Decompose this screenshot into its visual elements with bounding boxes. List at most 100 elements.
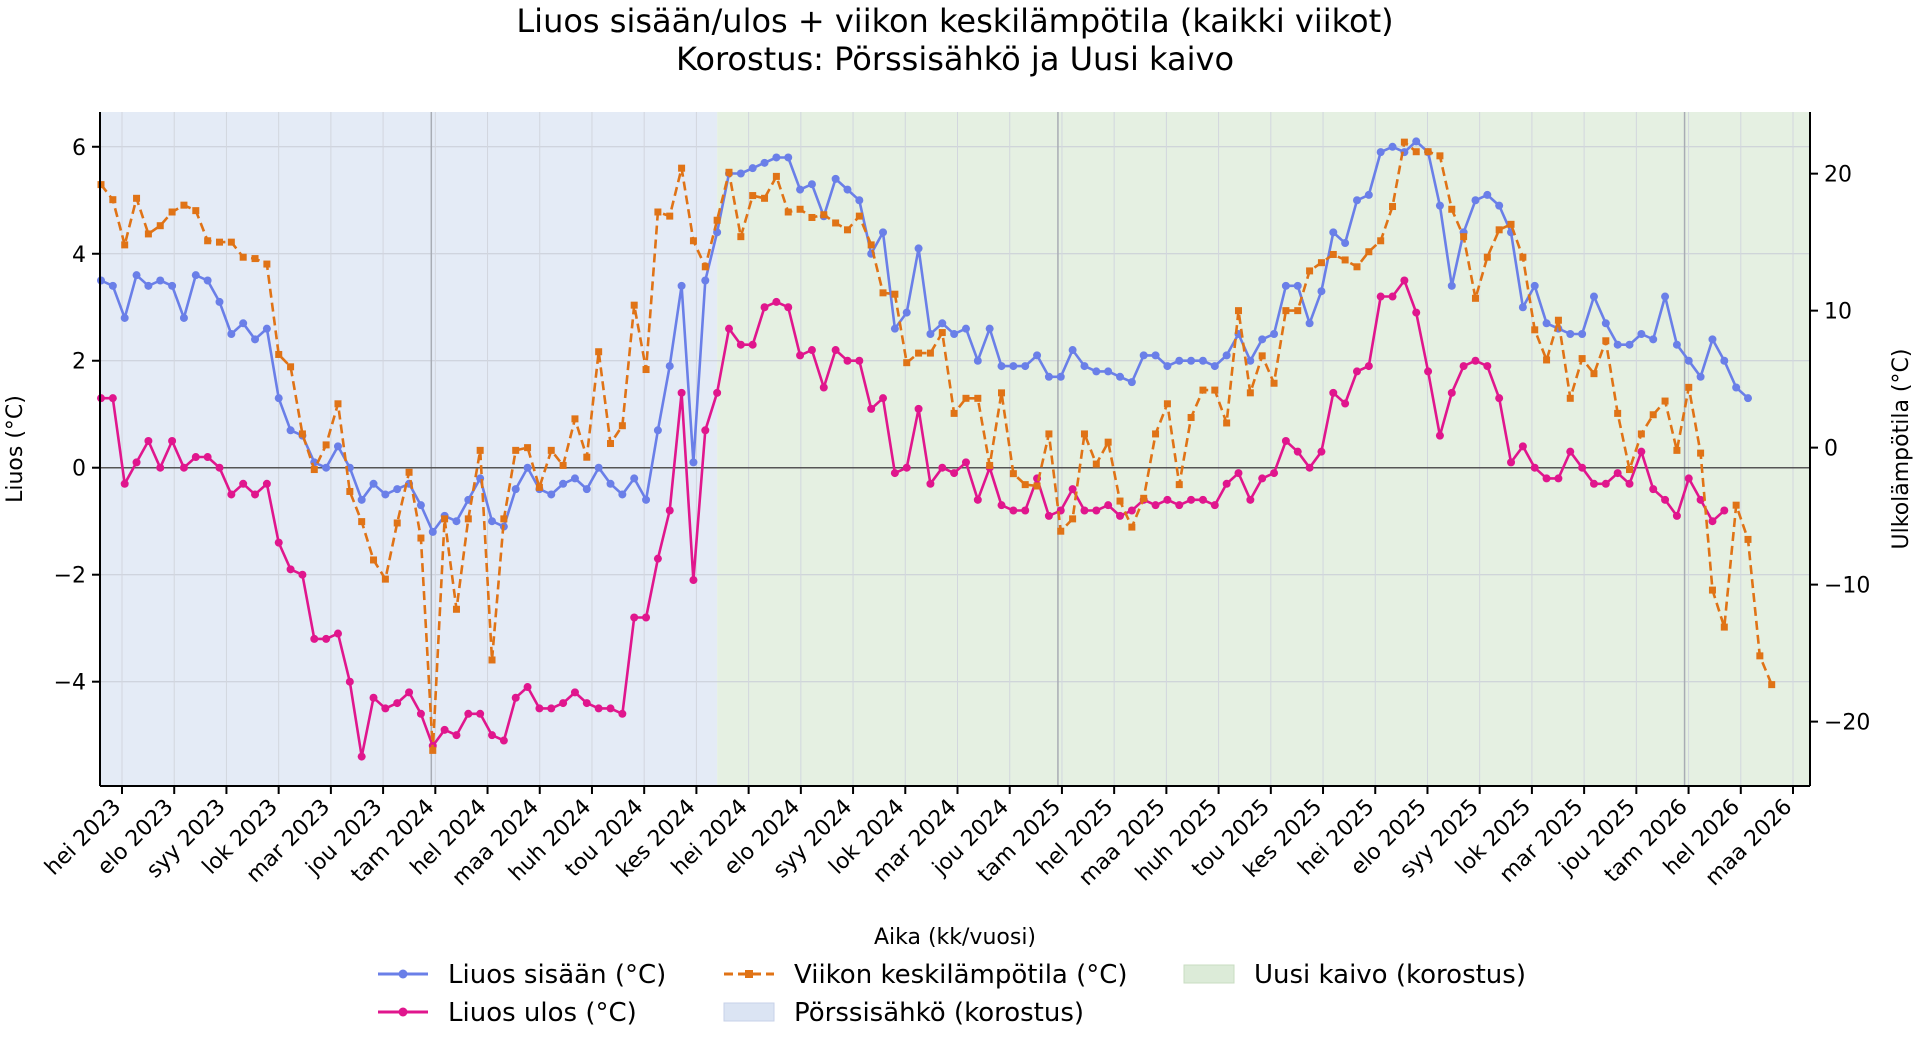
data-point — [1009, 362, 1018, 371]
data-point — [1744, 394, 1752, 403]
data-point — [677, 281, 686, 290]
data-point — [559, 461, 567, 469]
data-point — [1696, 495, 1705, 504]
left-tick-label: 2 — [72, 350, 86, 375]
data-point — [1187, 495, 1196, 504]
data-point — [1708, 335, 1717, 344]
right-tick-label: −20 — [1824, 711, 1870, 736]
data-point — [760, 158, 769, 167]
data-point — [488, 517, 497, 526]
data-point — [286, 565, 295, 574]
data-point — [416, 709, 425, 718]
legend-item-viikon-keskilampotila: Viikon keskilämpötila (°C) — [724, 960, 1128, 990]
legend-label-liuos-sisaan: Liuos sisään (°C) — [448, 960, 666, 990]
data-point — [1352, 196, 1361, 205]
legend-label-uusi-kaivo: Uusi kaivo (korostus) — [1254, 960, 1526, 990]
data-point — [215, 297, 224, 306]
data-point — [1234, 469, 1243, 478]
data-point — [1732, 383, 1741, 392]
data-point — [724, 324, 733, 333]
data-point — [1684, 474, 1693, 483]
data-point — [215, 238, 223, 246]
data-point — [1519, 253, 1527, 261]
data-point — [807, 180, 816, 189]
data-point — [760, 303, 769, 312]
data-point — [665, 506, 674, 515]
legend-item-liuos-ulos: Liuos ulos (°C) — [378, 998, 637, 1028]
data-point — [369, 479, 378, 488]
legend-label-liuos-ulos: Liuos ulos (°C) — [448, 998, 637, 1028]
data-point — [334, 400, 342, 408]
data-point — [168, 436, 177, 445]
data-point — [926, 329, 935, 338]
data-point — [393, 699, 402, 708]
data-point — [1435, 201, 1444, 210]
highlight-region — [717, 112, 1811, 786]
left-tick-label: −2 — [54, 564, 86, 589]
data-point — [1649, 335, 1658, 344]
data-point — [879, 228, 888, 237]
data-point — [748, 164, 757, 173]
data-point — [523, 463, 532, 472]
data-point — [1364, 190, 1373, 199]
chart-subtitle: Korostus: Pörssisähkö ja Uusi kaivo — [676, 40, 1234, 78]
data-point — [1329, 228, 1338, 237]
data-point — [1069, 515, 1077, 523]
data-point — [1601, 479, 1610, 488]
data-point — [1222, 479, 1231, 488]
data-point — [1198, 495, 1207, 504]
data-point — [1127, 506, 1136, 515]
x-axis-label: Aika (kk/vuosi) — [874, 925, 1036, 950]
data-point — [1720, 356, 1729, 365]
data-point — [1566, 394, 1574, 402]
data-point — [1281, 436, 1290, 445]
data-point — [547, 446, 555, 454]
data-point — [1199, 386, 1207, 394]
data-point — [132, 458, 141, 467]
data-point — [1364, 362, 1373, 371]
data-point — [1495, 201, 1504, 210]
data-point — [784, 303, 793, 312]
data-point — [1270, 469, 1279, 478]
data-point — [1293, 281, 1302, 290]
data-point — [1412, 137, 1421, 146]
data-point — [1637, 447, 1646, 456]
data-point — [1210, 501, 1219, 510]
data-point — [1685, 383, 1693, 391]
data-point — [915, 349, 923, 357]
data-point — [1056, 372, 1065, 381]
data-point — [1744, 535, 1752, 543]
data-point — [310, 634, 319, 643]
data-point — [1341, 239, 1350, 248]
data-point — [689, 458, 698, 467]
data-point — [583, 453, 591, 461]
data-point — [547, 490, 556, 499]
data-point — [156, 463, 165, 472]
data-point — [358, 518, 366, 526]
data-point — [523, 683, 532, 692]
data-point — [950, 409, 958, 417]
data-point — [1661, 397, 1669, 405]
data-point — [1732, 501, 1740, 509]
data-point — [1672, 340, 1681, 349]
data-point — [819, 383, 828, 392]
data-point — [239, 319, 248, 328]
right-tick-label: 20 — [1824, 163, 1852, 188]
data-point — [452, 517, 461, 526]
data-point — [1720, 623, 1728, 631]
data-point — [441, 515, 449, 523]
data-point — [1329, 388, 1338, 397]
data-point — [1175, 356, 1184, 365]
data-point — [191, 453, 200, 462]
data-point — [476, 709, 485, 718]
data-point — [903, 359, 911, 367]
data-point — [333, 629, 342, 638]
data-point — [653, 426, 662, 435]
data-point — [1068, 485, 1077, 494]
data-point — [1116, 372, 1125, 381]
data-point — [1708, 517, 1717, 526]
data-point — [1601, 319, 1610, 328]
data-point — [1116, 497, 1124, 505]
data-point — [902, 463, 911, 472]
data-point — [108, 281, 117, 290]
